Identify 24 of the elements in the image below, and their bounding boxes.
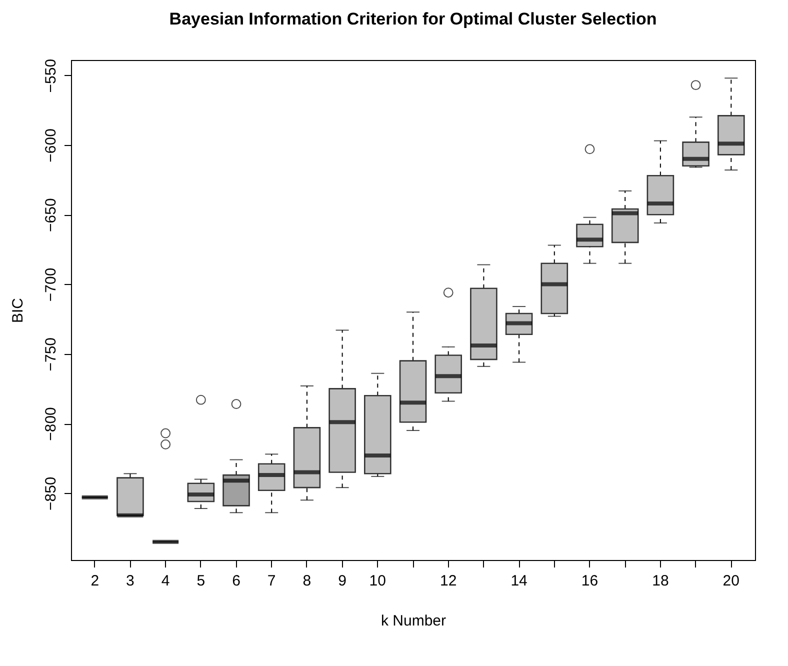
x-tick-label: 7 [267, 572, 276, 590]
y-tick-label: −550 [42, 58, 60, 93]
x-tick-label: 9 [338, 572, 346, 590]
x-tick-label: 5 [196, 572, 206, 590]
x-tick-label: 6 [232, 572, 240, 590]
x-tick-label: 10 [369, 572, 386, 590]
x-tick-label: 3 [126, 572, 134, 590]
x-tick-label: 12 [440, 572, 457, 590]
y-tick-label: −600 [42, 128, 60, 162]
x-tick-label: 4 [161, 572, 170, 590]
y-tick-label: −700 [42, 268, 60, 302]
y-tick-label: −650 [42, 198, 60, 232]
y-axis-title: BIC [10, 298, 26, 324]
x-tick-label: 8 [302, 572, 312, 590]
y-tick-label: −800 [42, 407, 60, 441]
x-tick-label: 2 [90, 572, 100, 590]
x-tick-label: 16 [581, 572, 598, 590]
y-tick-label: −750 [42, 337, 60, 372]
x-tick-label: 20 [722, 572, 740, 590]
x-tick-label: 18 [652, 572, 669, 590]
y-tick-label: −850 [42, 476, 60, 511]
chart-title: Bayesian Information Criterion for Optimal Cluster Selection [169, 9, 657, 28]
x-tick-label: 14 [510, 572, 528, 590]
x-axis-title: k Number [380, 612, 446, 630]
